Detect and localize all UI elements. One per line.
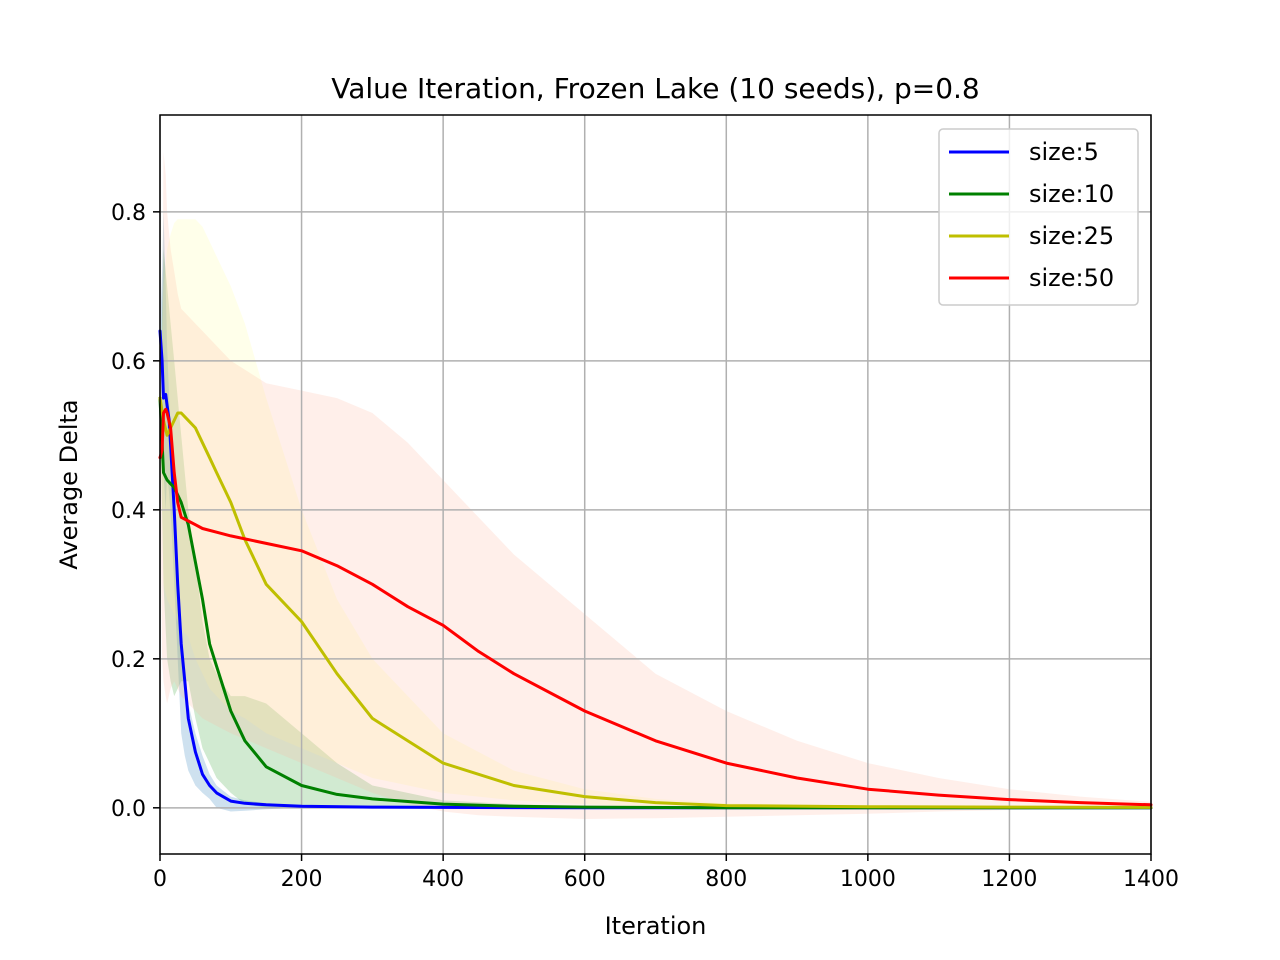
x-tick-label: 600	[564, 867, 606, 892]
y-tick-label: 0.0	[111, 797, 146, 822]
legend-label-size-5: size:5	[1029, 138, 1099, 166]
confidence-bands	[160, 152, 1151, 819]
series-line-size-25	[158, 396, 1153, 809]
x-tick-label: 1200	[981, 867, 1037, 892]
legend-label-size-50: size:50	[1029, 264, 1114, 292]
x-tick-label: 0	[153, 867, 167, 892]
legend-label-size-10: size:10	[1029, 180, 1114, 208]
series-line-size-10	[158, 396, 1153, 810]
x-axis-label: Iteration	[605, 912, 707, 940]
x-axis-ticks: 0 200 400 600 800 1000 1200 1400	[153, 854, 1179, 892]
y-tick-label: 0.6	[111, 350, 146, 375]
legend: size:5 size:10 size:25 size:50	[938, 128, 1139, 306]
x-tick-label: 200	[281, 867, 323, 892]
series-line-size-50	[158, 407, 1153, 807]
chart-title: Value Iteration, Frozen Lake (10 seeds),…	[331, 72, 979, 105]
x-tick-label: 800	[705, 867, 747, 892]
x-tick-label: 1400	[1123, 867, 1179, 892]
band-size-50	[160, 152, 1151, 819]
y-tick-label: 0.8	[111, 201, 146, 226]
band-size-10	[160, 249, 1151, 808]
x-tick-label: 1000	[840, 867, 896, 892]
series-lines	[158, 329, 1153, 810]
x-tick-label: 400	[422, 867, 464, 892]
y-tick-label: 0.4	[111, 499, 146, 524]
y-axis-label: Average Delta	[55, 399, 83, 569]
legend-label-size-25: size:25	[1029, 222, 1114, 250]
legend-box	[938, 128, 1139, 306]
y-axis-ticks: 0.0 0.2 0.4 0.6 0.8	[111, 201, 160, 822]
y-tick-label: 0.2	[111, 648, 146, 673]
plot-frame	[159, 114, 1152, 855]
